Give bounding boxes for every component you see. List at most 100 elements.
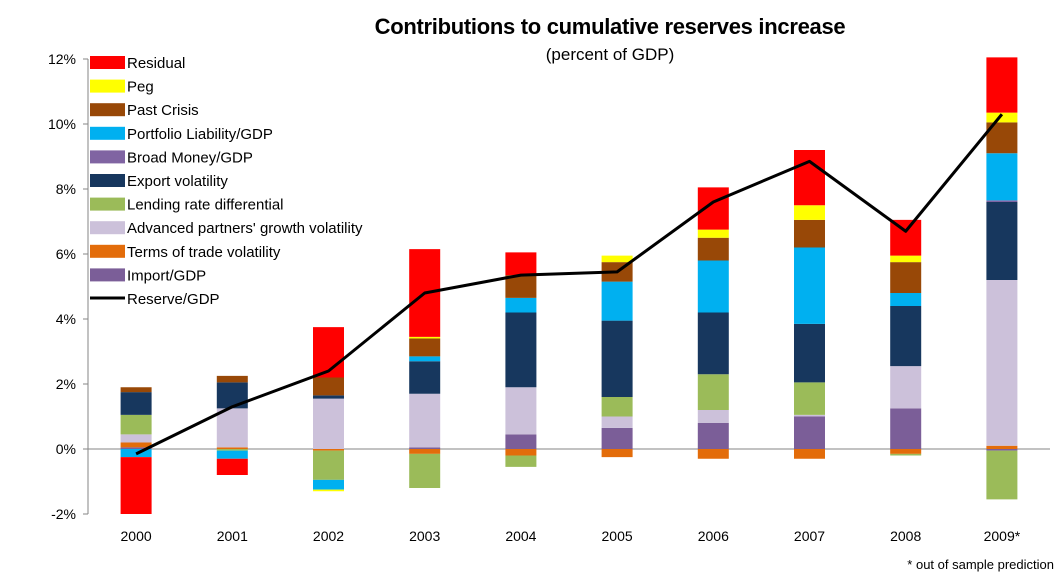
bar-segment-past-crisis — [313, 377, 344, 396]
legend-swatch-past-crisis — [90, 103, 125, 117]
y-tick-label: 0% — [56, 441, 76, 457]
bar-segment-terms-of-trade-volatility — [409, 449, 441, 454]
legend-label: Past Crisis — [127, 102, 199, 119]
bar-segment-export-volatility — [313, 395, 344, 399]
legend-label: Lending rate differential — [127, 197, 284, 214]
bar-segment-advanced-partners-growth-volatility — [986, 280, 1018, 446]
bar-segment-advanced-partners-growth-volatility — [697, 410, 729, 423]
bar-segment-lending-rate-differential — [697, 374, 729, 410]
bar-segment-export-volatility — [409, 361, 441, 394]
bar-segment-peg — [601, 255, 633, 263]
bar-segment-export-volatility — [890, 306, 922, 367]
bar-segment-peg — [794, 205, 825, 220]
legend-swatch-residual — [90, 56, 125, 69]
bar-segment-residual — [216, 458, 248, 475]
x-tick-label: 2004 — [505, 528, 536, 544]
bar-segment-terms-of-trade-volatility — [120, 442, 152, 448]
bar-segment-peg — [697, 229, 729, 238]
legend-label: Residual — [127, 55, 185, 72]
bar-segment-portfolio-liability-gdp — [890, 293, 922, 306]
y-tick-label: 12% — [48, 51, 76, 67]
legend-label: Import/GDP — [127, 267, 206, 284]
y-tick-label: 4% — [56, 311, 76, 327]
x-tick-label: 2005 — [602, 528, 633, 544]
bar-segment-peg — [313, 489, 344, 492]
reserve-gdp-line — [135, 113, 1004, 456]
bar-segment-export-volatility — [697, 312, 729, 375]
bar-segment-advanced-partners-growth-volatility — [409, 393, 441, 448]
bar-segment-residual — [120, 457, 152, 514]
x-tick-label: 2003 — [409, 528, 440, 544]
bar-segment-past-crisis — [505, 275, 537, 298]
bar-segment-residual — [890, 219, 922, 256]
bars — [120, 57, 1018, 514]
legend-swatch-lending-rate-differential — [90, 197, 125, 211]
legend-swatch-broad-money-gdp — [90, 150, 125, 164]
bar-segment-past-crisis — [120, 387, 152, 393]
bar-segment-lending-rate-differential — [313, 450, 344, 480]
axes: -2% 0% 2% 4% 6% 8% 10% 12% 2000 2001 2002 2003 2004 2… — [48, 51, 1050, 544]
bar-segment-advanced-partners-growth-volatility — [601, 416, 633, 428]
bar-segment-export-volatility — [216, 382, 248, 409]
bar-segment-lending-rate-differential — [601, 397, 633, 417]
bar-segment-peg — [890, 255, 922, 263]
legend-swatch-import-gdp — [90, 268, 125, 282]
bar-segment-import-gdp — [986, 449, 1018, 451]
chart-title: Contributions to cumulative reserves inc… — [374, 14, 846, 39]
bar-segment-broad-money-gdp — [986, 200, 1018, 202]
bar-segment-import-gdp — [794, 416, 825, 449]
bar-segment-terms-of-trade-volatility — [697, 449, 729, 459]
bar-segment-lending-rate-differential — [120, 414, 152, 435]
bar-segment-import-gdp — [120, 447, 152, 449]
bar-segment-terms-of-trade-volatility — [601, 449, 633, 458]
bar-segment-lending-rate-differential — [505, 455, 537, 467]
bar-segment-portfolio-liability-gdp — [986, 153, 1018, 201]
x-tick-label: 2002 — [313, 528, 344, 544]
y-tick-label: 2% — [56, 376, 76, 392]
bar-segment-import-gdp — [505, 434, 537, 449]
bar-segment-lending-rate-differential — [216, 449, 248, 451]
bar-segment-residual — [505, 252, 537, 276]
bar-segment-lending-rate-differential — [986, 450, 1018, 500]
bar-segment-portfolio-liability-gdp — [601, 281, 633, 321]
bar-segment-lending-rate-differential — [890, 453, 922, 456]
reserve-line — [135, 113, 1004, 456]
bar-segment-advanced-partners-growth-volatility — [120, 434, 152, 443]
bar-segment-advanced-partners-growth-volatility — [313, 398, 344, 449]
bar-segment-portfolio-liability-gdp — [794, 247, 825, 324]
x-tick-label: 2000 — [121, 528, 152, 544]
bar-segment-past-crisis — [890, 262, 922, 293]
bar-segment-peg — [409, 336, 441, 339]
bar-segment-peg — [986, 112, 1018, 123]
chart-subtitle: (percent of GDP) — [545, 45, 675, 64]
legend-label: Terms of trade volatility — [127, 244, 281, 261]
legend-swatch-portfolio-liability-gdp — [90, 126, 125, 140]
legend-swatch-peg — [90, 79, 125, 93]
bar-segment-past-crisis — [216, 375, 248, 383]
legend-label: Broad Money/GDP — [127, 149, 253, 166]
legend-label: Export volatility — [127, 173, 228, 190]
bar-segment-portfolio-liability-gdp — [313, 479, 344, 490]
legend-label: Reserve/GDP — [127, 291, 220, 308]
bar-segment-advanced-partners-growth-volatility — [890, 366, 922, 409]
bar-segment-lending-rate-differential — [409, 453, 441, 488]
legend-swatch-export-volatility — [90, 174, 125, 187]
bar-segment-import-gdp — [890, 408, 922, 449]
bar-segment-advanced-partners-growth-volatility — [794, 414, 825, 417]
x-tick-label: 2006 — [698, 528, 729, 544]
bar-segment-advanced-partners-growth-volatility — [505, 387, 537, 435]
bar-segment-import-gdp — [409, 447, 441, 449]
bar-segment-portfolio-liability-gdp — [216, 450, 248, 459]
bar-segment-export-volatility — [505, 312, 537, 388]
bar-segment-residual — [794, 150, 825, 206]
bar-segment-past-crisis — [409, 338, 441, 357]
bar-segment-portfolio-liability-gdp — [409, 356, 441, 362]
bar-segment-past-crisis — [697, 237, 729, 261]
bar-segment-terms-of-trade-volatility — [986, 445, 1018, 449]
bar-segment-advanced-partners-growth-volatility — [216, 408, 248, 448]
legend-label: Peg — [127, 79, 154, 96]
bar-segment-import-gdp — [601, 427, 633, 449]
legend-label: Portfolio Liability/GDP — [127, 126, 273, 143]
bar-segment-lending-rate-differential — [794, 382, 825, 415]
